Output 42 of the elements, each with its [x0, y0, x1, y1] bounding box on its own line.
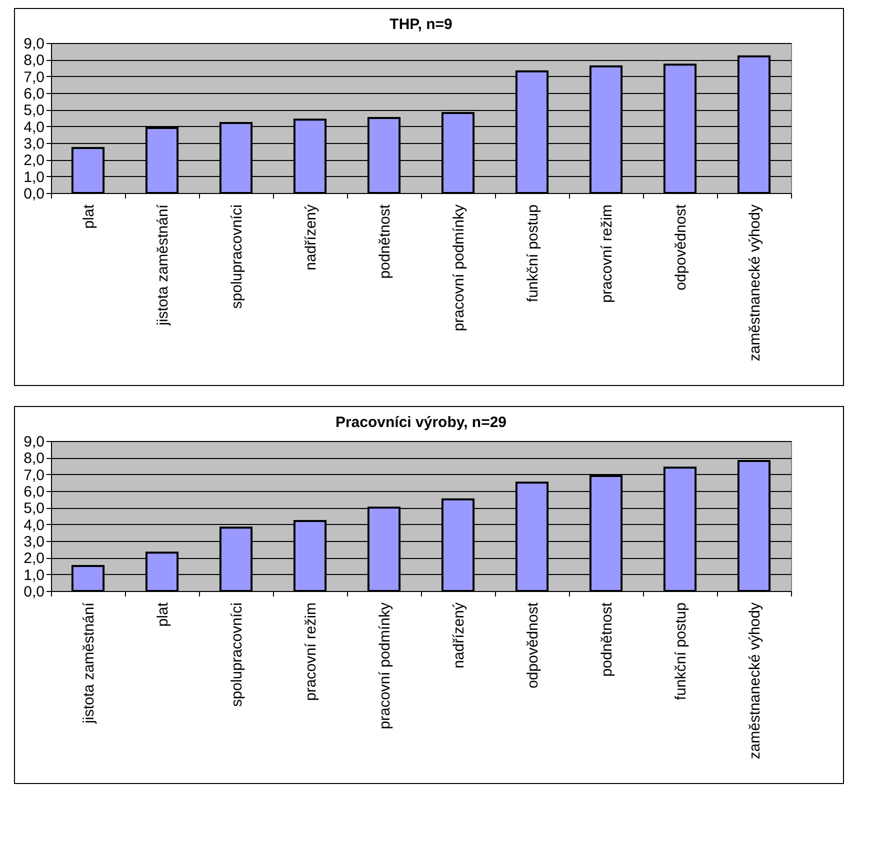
y-tick-label: 6,0 [24, 86, 44, 102]
y-tick-label: 5,0 [24, 500, 44, 518]
x-tick-label: zaměstnanecké výhody [746, 204, 764, 362]
chart-title: Pracovníci výroby, n=29 [335, 414, 507, 431]
x-tick-label: odpovědnost [524, 602, 542, 688]
x-tick-label: jistota zaměstnání [154, 204, 172, 326]
x-tick-label: jistota zaměstnání [80, 602, 98, 724]
x-tick-label: pracovní podmínky [376, 602, 394, 730]
y-tick-label: 7,0 [24, 68, 44, 86]
y-tick-label: 7,0 [24, 466, 44, 484]
x-tick-label: nadřízený [450, 602, 468, 668]
x-tick-label: funkční postup [524, 204, 542, 302]
x-tick-label: pracovní režim [302, 602, 320, 701]
y-tick-label: 9,0 [24, 434, 44, 450]
y-tick-label: 1,0 [24, 168, 44, 186]
y-tick-label: 4,0 [24, 118, 44, 136]
y-tick-label: 4,0 [24, 516, 44, 534]
x-tick-label: spolupracovníci [228, 602, 246, 707]
y-tick-label: 8,0 [24, 52, 44, 70]
x-tick-label: funkční postup [672, 602, 690, 700]
x-tick-label: spolupracovníci [228, 204, 246, 309]
y-tick-label: 8,0 [24, 450, 44, 468]
x-tick-label: plat [154, 602, 172, 627]
y-tick-label: 2,0 [24, 152, 44, 170]
y-tick-label: 9,0 [24, 36, 44, 52]
y-tick-label: 6,0 [24, 484, 44, 500]
y-tick-label: 1,0 [24, 566, 44, 584]
x-tick-label: zaměstnanecké výhody [746, 602, 764, 760]
y-tick-label: 0,0 [24, 186, 44, 202]
x-tick-label: podnětnost [598, 602, 616, 677]
y-tick-label: 5,0 [24, 102, 44, 120]
x-tick-label: podnětnost [376, 204, 394, 279]
y-tick-label: 3,0 [24, 534, 44, 550]
x-tick-label: nadřízený [302, 204, 320, 270]
y-tick-label: 2,0 [24, 550, 44, 568]
chart-title: THP, n=9 [390, 16, 452, 33]
x-tick-label: odpovědnost [672, 204, 690, 290]
y-tick-label: 3,0 [24, 136, 44, 152]
y-tick-label: 0,0 [24, 584, 44, 600]
x-tick-label: pracovní podmínky [450, 204, 468, 332]
x-tick-label: pracovní režim [598, 204, 616, 303]
x-tick-label: plat [80, 204, 98, 229]
